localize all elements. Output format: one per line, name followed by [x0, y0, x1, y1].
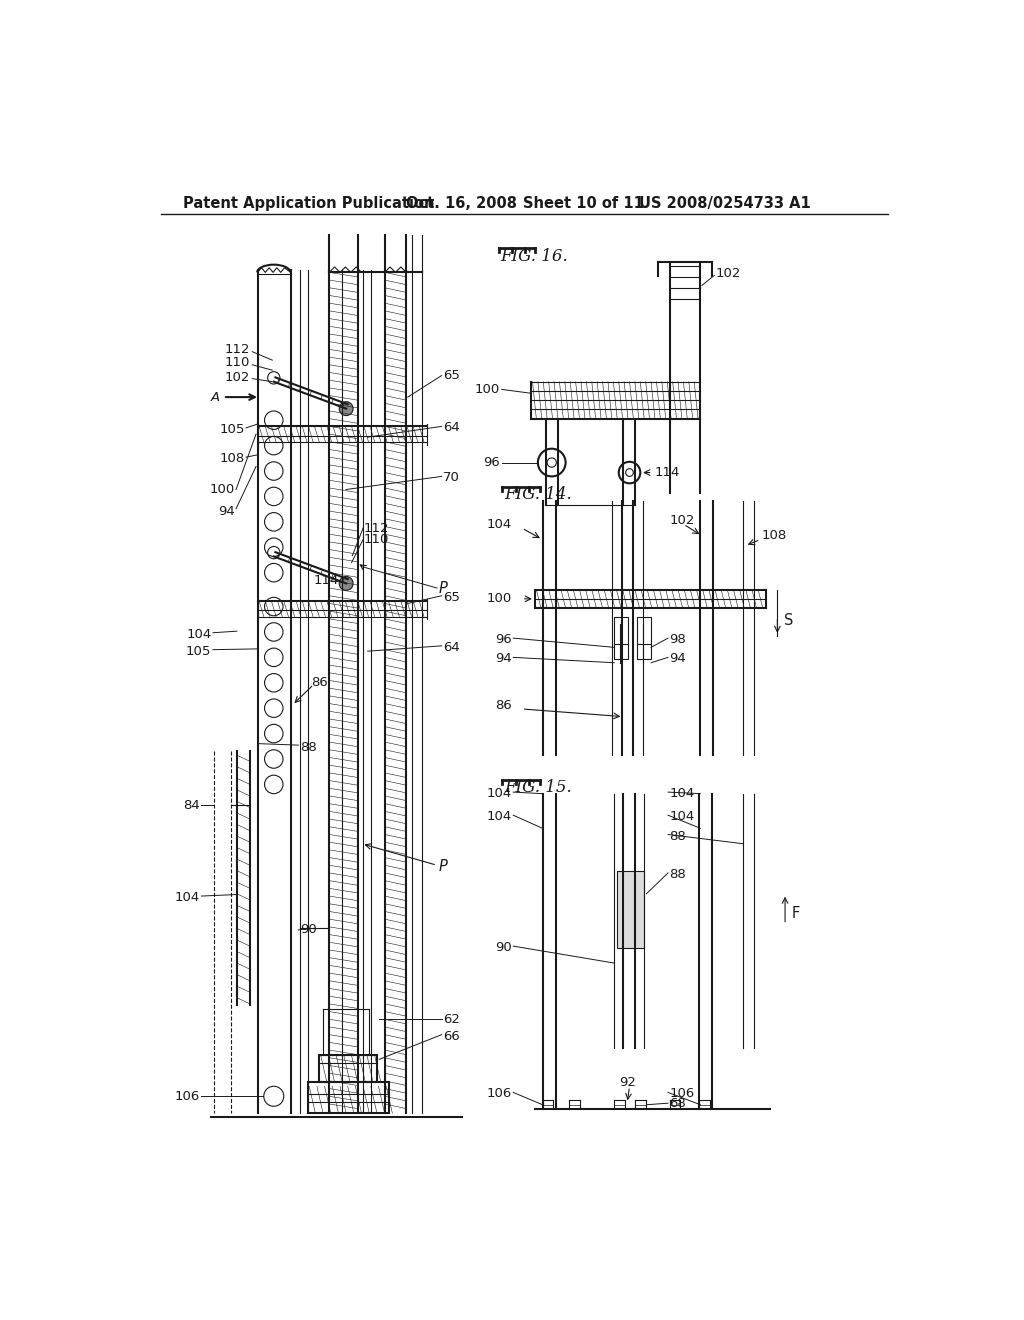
Text: 104: 104 [486, 810, 512, 824]
Text: 94: 94 [495, 652, 512, 665]
Bar [307, 1082, 388, 1113]
Text: 106: 106 [486, 1088, 512, 1101]
Bar [614, 616, 628, 659]
Text: Oct. 16, 2008: Oct. 16, 2008 [407, 195, 517, 211]
Text: 105: 105 [219, 422, 245, 436]
Text: 90: 90 [300, 924, 316, 936]
Text: P: P [438, 581, 447, 595]
Text: S: S [783, 612, 793, 628]
Text: F: F [792, 906, 800, 920]
Circle shape [339, 401, 353, 416]
Text: 88: 88 [300, 741, 316, 754]
Text: 102: 102 [716, 268, 741, 280]
Text: 104: 104 [670, 787, 695, 800]
Text: 70: 70 [443, 471, 460, 484]
Text: 110: 110 [224, 356, 250, 370]
Bar [617, 871, 644, 948]
Text: 104: 104 [186, 628, 211, 640]
Text: Sheet 10 of 11: Sheet 10 of 11 [523, 195, 644, 211]
Text: 86: 86 [311, 676, 329, 689]
Text: 68: 68 [670, 1097, 686, 1110]
Text: 96: 96 [483, 455, 500, 469]
Text: 65: 65 [443, 370, 460, 381]
Text: FIG. 16.: FIG. 16. [500, 248, 568, 265]
Text: 90: 90 [495, 941, 512, 954]
Bar [319, 1056, 377, 1082]
Text: 94: 94 [670, 652, 686, 665]
Text: 108: 108 [219, 453, 245, 465]
Text: 104: 104 [175, 891, 200, 904]
Text: 62: 62 [443, 1012, 460, 1026]
Text: 96: 96 [495, 634, 512, 647]
Text: 88: 88 [670, 829, 686, 842]
Text: 65: 65 [443, 591, 460, 603]
Text: 64: 64 [443, 421, 460, 434]
Text: 102: 102 [224, 371, 250, 384]
Text: 100: 100 [486, 593, 512, 606]
Text: P: P [438, 859, 447, 874]
Text: 84: 84 [183, 799, 200, 812]
Text: 108: 108 [762, 529, 787, 543]
Text: FIG. 14.: FIG. 14. [504, 486, 571, 503]
Text: 106: 106 [670, 1088, 695, 1101]
Text: 105: 105 [186, 644, 211, 657]
Text: 64: 64 [443, 640, 460, 653]
Text: 106: 106 [175, 1090, 200, 1102]
Text: 104: 104 [486, 517, 512, 531]
Text: 112: 112 [224, 343, 250, 356]
Text: 88: 88 [670, 869, 686, 880]
Text: 104: 104 [670, 810, 695, 824]
Text: 100: 100 [475, 383, 500, 396]
Text: US 2008/0254733 A1: US 2008/0254733 A1 [639, 195, 811, 211]
Text: 112: 112 [364, 521, 389, 535]
Circle shape [339, 577, 353, 590]
Text: 100: 100 [209, 483, 234, 496]
Text: 92: 92 [620, 1076, 636, 1089]
Text: FIG. 15.: FIG. 15. [504, 779, 571, 796]
Text: 102: 102 [670, 513, 695, 527]
Text: A: A [211, 391, 220, 404]
Text: 104: 104 [486, 787, 512, 800]
Text: 94: 94 [218, 504, 234, 517]
Text: 66: 66 [443, 1030, 460, 1043]
Text: 114: 114 [313, 574, 339, 587]
Text: 110: 110 [364, 533, 389, 546]
Text: 98: 98 [670, 634, 686, 647]
Bar [637, 616, 651, 659]
Text: 86: 86 [495, 698, 512, 711]
Text: Patent Application Publication: Patent Application Publication [183, 195, 434, 211]
Text: 114: 114 [654, 466, 680, 479]
